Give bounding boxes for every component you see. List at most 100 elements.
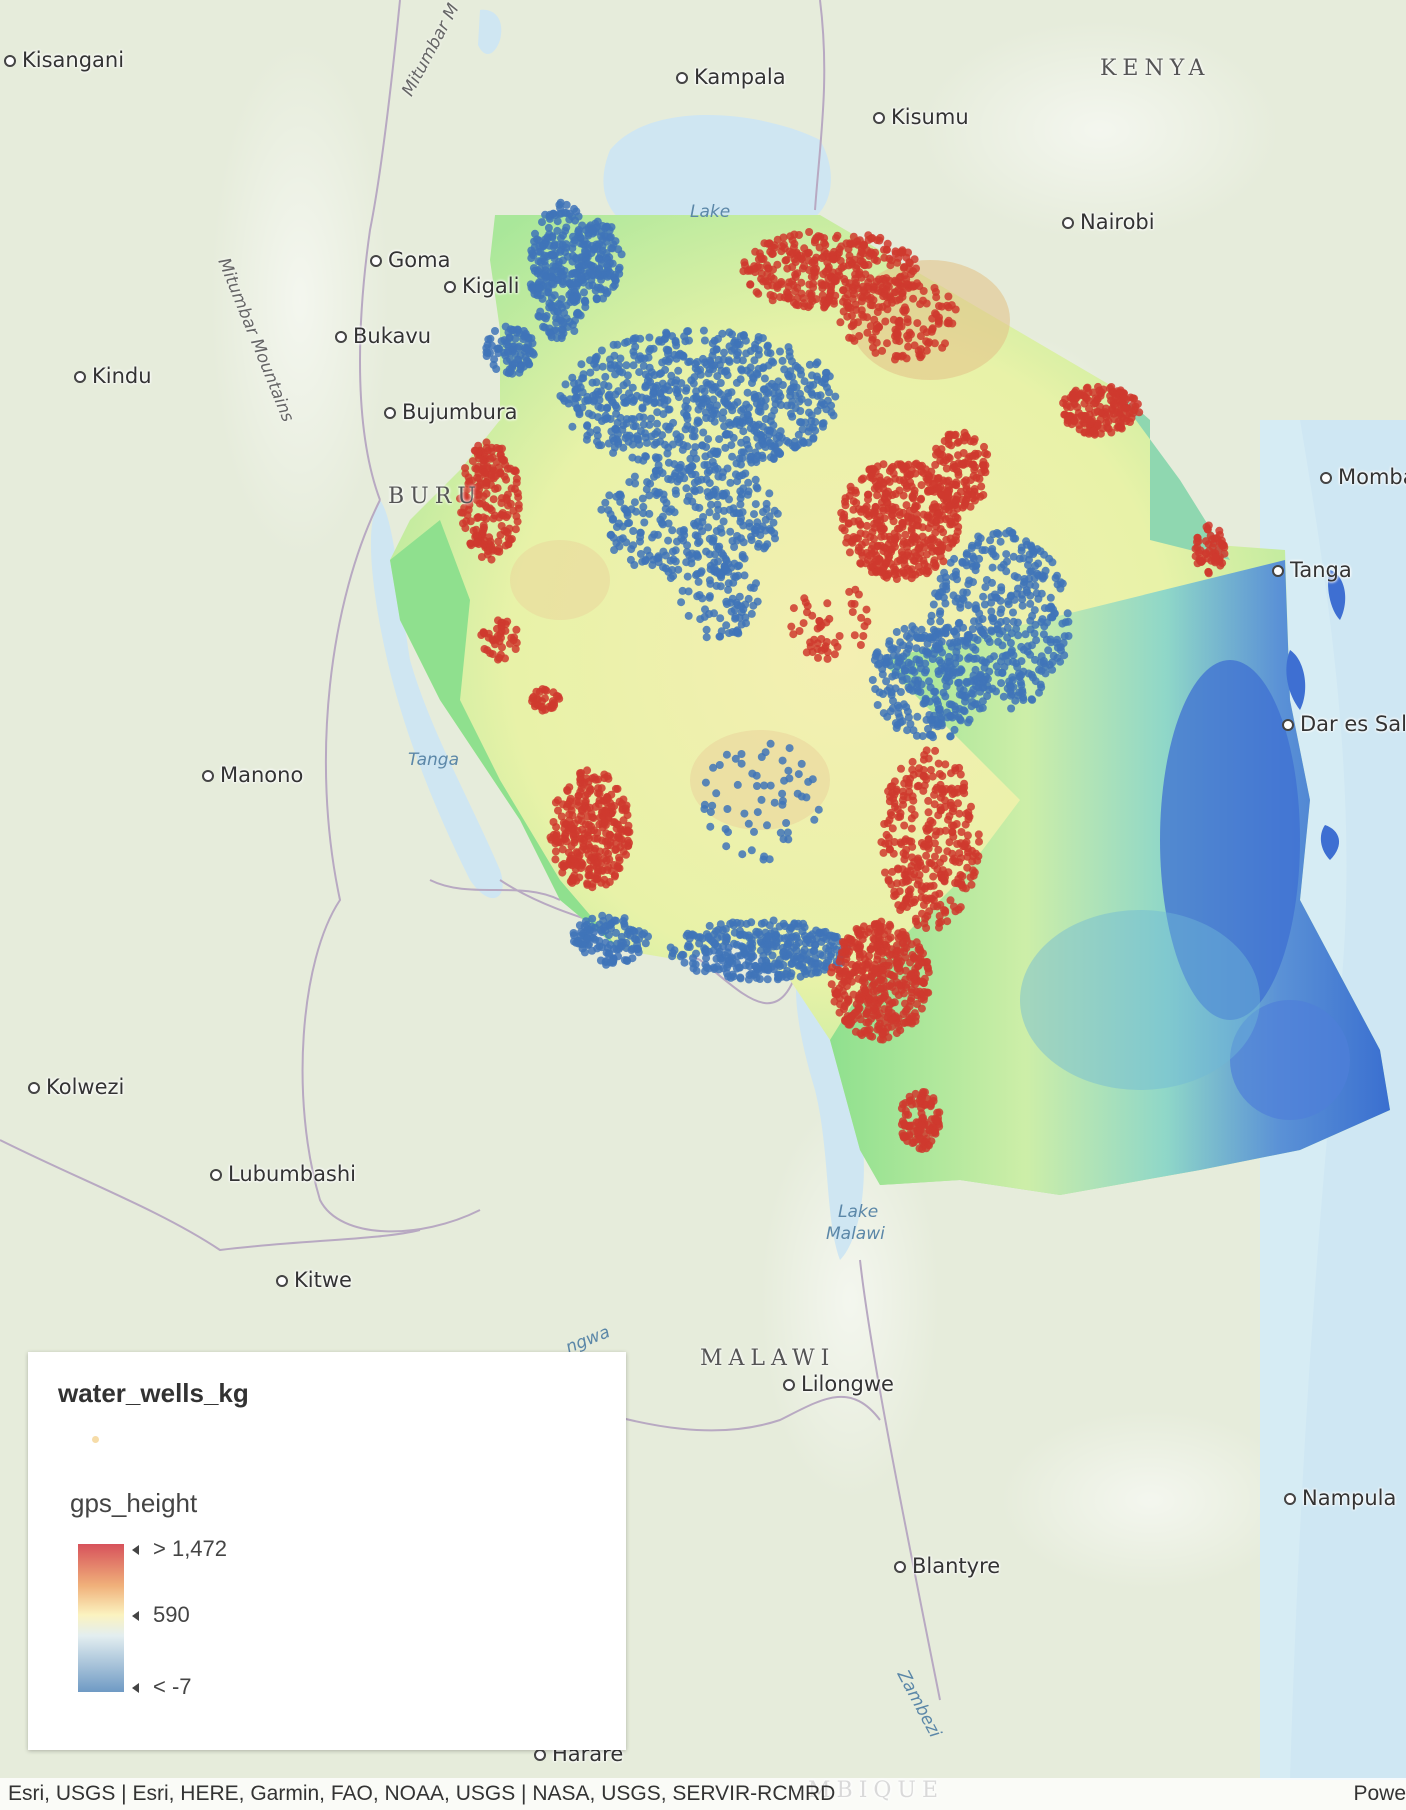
well-point[interactable] [688,470,696,479]
well-point[interactable] [763,342,772,351]
well-point[interactable] [692,571,700,580]
well-point[interactable] [665,355,674,364]
well-point[interactable] [668,949,677,958]
well-point[interactable] [845,548,854,557]
well-point[interactable] [557,334,566,343]
well-point[interactable] [528,282,537,290]
well-point[interactable] [639,502,648,511]
well-point[interactable] [1012,589,1021,598]
well-point[interactable] [977,482,986,491]
well-point[interactable] [622,538,631,547]
well-point[interactable] [641,383,650,392]
well-point[interactable] [1053,571,1061,580]
well-point[interactable] [785,744,794,753]
well-point[interactable] [620,504,629,513]
well-point[interactable] [574,261,583,270]
well-point[interactable] [641,939,650,948]
well-point[interactable] [607,530,616,539]
well-point[interactable] [549,818,558,826]
well-point[interactable] [544,288,553,297]
well-point[interactable] [1104,424,1113,433]
well-point[interactable] [772,434,781,443]
well-point[interactable] [831,275,840,284]
well-point[interactable] [844,519,853,528]
well-point[interactable] [904,334,913,343]
well-point[interactable] [898,676,907,685]
well-point[interactable] [562,240,571,249]
well-point[interactable] [863,328,872,337]
well-point[interactable] [1031,561,1040,570]
well-point[interactable] [1039,630,1048,639]
well-point[interactable] [943,847,952,856]
well-point[interactable] [909,267,918,276]
well-point[interactable] [949,832,958,841]
well-point[interactable] [727,441,736,450]
well-point[interactable] [814,805,823,814]
well-point[interactable] [928,324,937,333]
well-point[interactable] [513,355,522,364]
well-point[interactable] [1002,529,1010,538]
well-point[interactable] [740,809,749,818]
well-point[interactable] [971,849,980,858]
well-point[interactable] [947,301,956,310]
well-point[interactable] [721,825,730,833]
well-point[interactable] [768,250,777,259]
well-point[interactable] [752,579,760,588]
well-point[interactable] [560,396,569,405]
well-point[interactable] [580,922,589,931]
well-point[interactable] [929,600,938,609]
well-point[interactable] [549,209,558,218]
well-point[interactable] [987,607,996,616]
well-point[interactable] [709,347,718,356]
well-point[interactable] [874,323,883,332]
well-point[interactable] [946,517,955,526]
well-point[interactable] [832,234,840,243]
well-point[interactable] [712,581,721,590]
well-point[interactable] [908,765,917,774]
well-point[interactable] [1026,599,1035,608]
well-point[interactable] [770,506,779,515]
well-point[interactable] [924,524,933,533]
well-point[interactable] [626,931,635,940]
well-point[interactable] [590,834,599,843]
well-point[interactable] [471,464,480,473]
well-point[interactable] [738,454,747,463]
well-point[interactable] [644,353,653,362]
well-point[interactable] [726,478,735,487]
well-point[interactable] [629,347,638,356]
well-point[interactable] [546,833,555,842]
well-point[interactable] [954,679,963,687]
well-point[interactable] [548,232,557,241]
well-point[interactable] [811,968,820,977]
well-point[interactable] [634,355,643,364]
well-point[interactable] [943,708,951,717]
well-point[interactable] [923,639,932,648]
well-point[interactable] [619,393,628,402]
well-point[interactable] [1024,669,1033,678]
well-point[interactable] [873,648,882,657]
well-point[interactable] [910,811,919,819]
well-point[interactable] [1097,388,1106,397]
well-point[interactable] [560,824,569,833]
well-point[interactable] [849,239,858,248]
well-point[interactable] [943,917,952,926]
well-point[interactable] [891,570,900,579]
well-point[interactable] [597,878,606,887]
well-point[interactable] [586,368,595,377]
well-point[interactable] [738,356,747,365]
well-point[interactable] [771,400,780,409]
well-point[interactable] [567,842,576,851]
well-point[interactable] [917,481,926,490]
well-point[interactable] [917,664,925,673]
well-point[interactable] [691,487,700,496]
well-point[interactable] [999,692,1008,701]
well-point[interactable] [605,878,614,886]
well-point[interactable] [958,872,967,881]
well-point[interactable] [751,962,760,971]
well-point[interactable] [732,340,741,349]
well-point[interactable] [793,283,802,292]
well-point[interactable] [967,880,976,889]
well-point[interactable] [851,488,860,497]
well-point[interactable] [967,802,975,811]
